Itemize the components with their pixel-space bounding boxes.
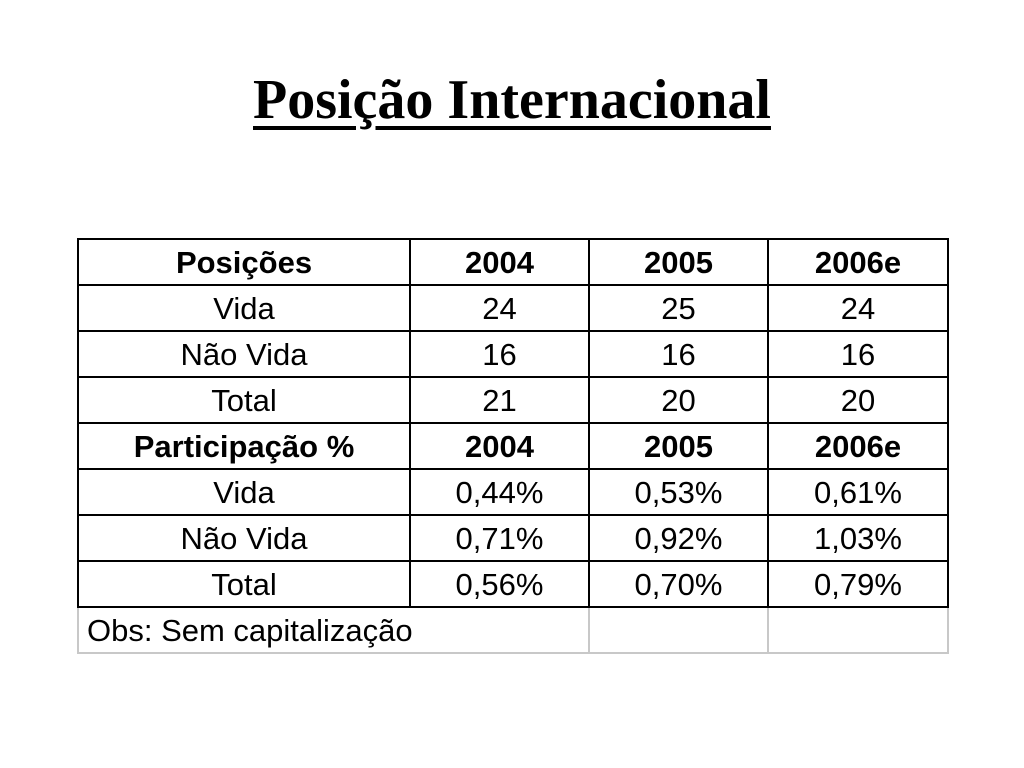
table-cell: 0,79% [767, 560, 949, 608]
table-row: Vida 0,44% 0,53% 0,61% [77, 468, 949, 516]
header-cell: 2006e [767, 238, 949, 286]
table-cell: 0,71% [409, 514, 590, 562]
row-label-cell: Vida [77, 468, 411, 516]
table-cell: 24 [767, 284, 949, 332]
row-label-cell: Total [77, 376, 411, 424]
table-note-row: Obs: Sem capitalização [77, 606, 949, 654]
table-cell: 25 [588, 284, 769, 332]
table-cell: 0,56% [409, 560, 590, 608]
table-row: Não Vida 0,71% 0,92% 1,03% [77, 514, 949, 562]
table-cell: 0,53% [588, 468, 769, 516]
table-header-row-share: Participação % 2004 2005 2006e [77, 422, 949, 470]
row-label-cell: Não Vida [77, 514, 411, 562]
header-cell: 2004 [409, 422, 590, 470]
empty-cell [767, 606, 949, 654]
header-cell: Participação % [77, 422, 411, 470]
table-cell: 21 [409, 376, 590, 424]
table-cell: 0,92% [588, 514, 769, 562]
empty-cell [588, 606, 769, 654]
table-row: Total 21 20 20 [77, 376, 949, 424]
table-cell: 0,44% [409, 468, 590, 516]
row-label-cell: Não Vida [77, 330, 411, 378]
table-cell: 16 [409, 330, 590, 378]
table-cell: 24 [409, 284, 590, 332]
row-label-cell: Vida [77, 284, 411, 332]
table-cell: 16 [588, 330, 769, 378]
header-cell: 2006e [767, 422, 949, 470]
table-row: Não Vida 16 16 16 [77, 330, 949, 378]
table-row: Total 0,56% 0,70% 0,79% [77, 560, 949, 608]
table-row: Vida 24 25 24 [77, 284, 949, 332]
table-cell: 20 [588, 376, 769, 424]
table-cell: 0,70% [588, 560, 769, 608]
header-cell: 2004 [409, 238, 590, 286]
table-header-row-positions: Posições 2004 2005 2006e [77, 238, 949, 286]
header-cell: Posições [77, 238, 411, 286]
table-cell: 20 [767, 376, 949, 424]
table-cell: 0,61% [767, 468, 949, 516]
table-cell: 16 [767, 330, 949, 378]
note-cell: Obs: Sem capitalização [77, 606, 590, 654]
slide-title: Posição Internacional [0, 69, 1024, 132]
data-table: Posições 2004 2005 2006e Vida 24 25 24 N… [77, 238, 949, 654]
header-cell: 2005 [588, 422, 769, 470]
slide-title-text: Posição Internacional [253, 69, 771, 131]
header-cell: 2005 [588, 238, 769, 286]
row-label-cell: Total [77, 560, 411, 608]
table-cell: 1,03% [767, 514, 949, 562]
